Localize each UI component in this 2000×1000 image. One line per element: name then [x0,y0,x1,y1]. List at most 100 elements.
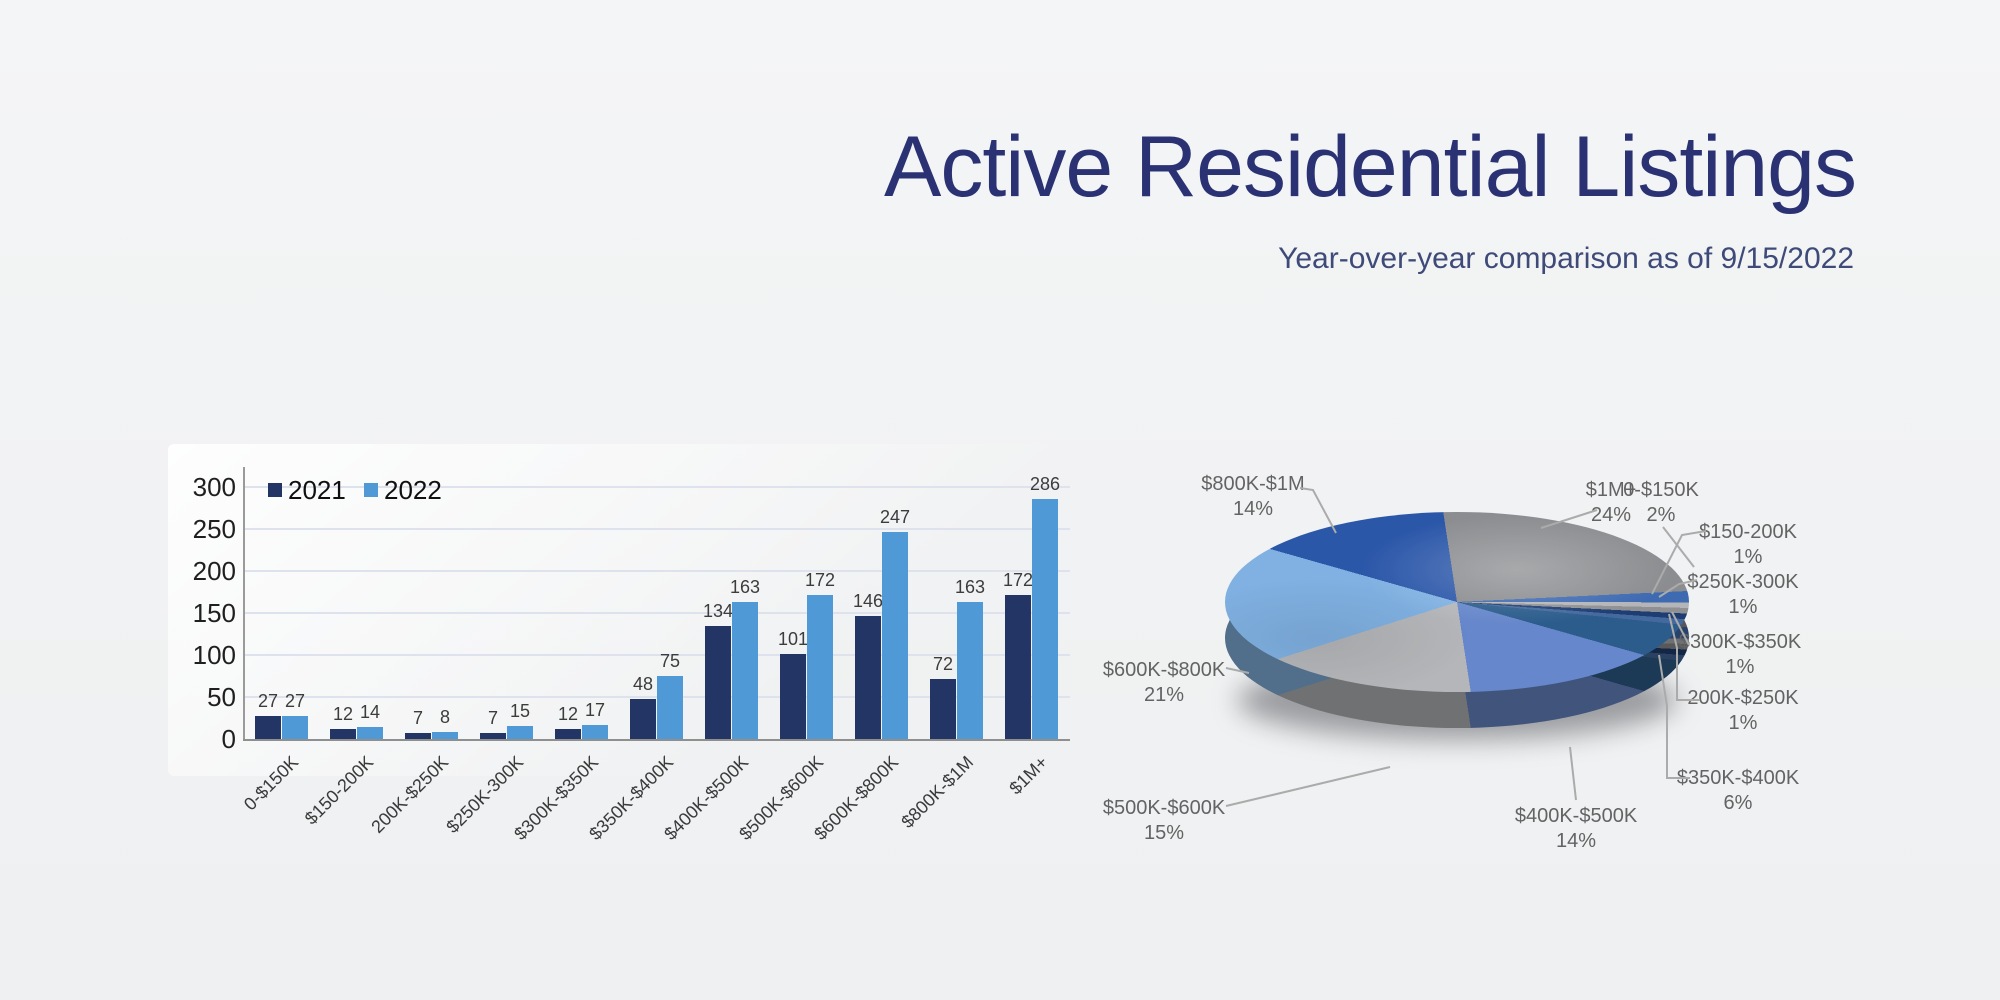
pie-slice-label-text: $250K-300K [1687,571,1799,593]
pie-slice-label: $800K-$1M 14% [1158,472,1348,522]
bar-2021 [705,626,731,739]
bar-2021 [555,728,581,739]
pie-slice-label-text: $800K-$1M [1201,473,1305,495]
bar-2021 [330,728,356,739]
pie-slice-label: $300K-$350K 1% [1645,630,1835,680]
bar-2022 [657,676,683,739]
pie-slice-percent: 21% [1143,684,1185,706]
gridline [245,570,1070,572]
pie-slice-percent: 24% [1590,504,1632,526]
y-axis-line [243,467,245,741]
pie-slice-label: $350K-$400K 6% [1643,766,1833,816]
bar-2021 [480,733,506,739]
pie-slice-label-text: $500K-$600K [1102,797,1226,819]
pie-slice-label: 0-$150K 2% [1566,478,1756,528]
bar-value-label: 75 [659,651,681,671]
gridline [245,654,1070,656]
bar-value-label: 48 [632,673,654,694]
legend-swatch-2022 [364,483,378,497]
page-title: Active Residential Listings [883,119,1857,215]
bar-2021 [930,678,956,739]
pie-chart [1225,512,1689,692]
pie-slice-percent: 15% [1143,822,1185,844]
pie-slice-label-text: 0-$150K [1623,479,1699,501]
bar-value-label: 163 [954,577,986,598]
bar-value-label: 286 [1029,473,1061,494]
pie-slice-percent: 1% [1728,596,1758,618]
pie-slice-percent: 14% [1555,830,1597,852]
pie-slice-percent: 1% [1728,712,1758,734]
pie-slice-label: $600K-$800K 21% [1069,658,1259,708]
bar-value-label: 8 [439,707,450,728]
x-axis-line [243,739,1070,741]
pie-slice-percent: 14% [1232,498,1274,520]
bar-value-label: 15 [509,701,531,722]
gridline [245,528,1070,530]
bar-2022 [432,732,458,739]
pie-slice-label: $150-200K 1% [1653,520,1843,570]
bar-value-label: 101 [777,629,809,650]
y-axis-tick-label: 200 [192,556,236,586]
bar-value-label: 7 [412,708,423,729]
bar-value-label: 72 [932,653,954,674]
pie-slice-label: $1M+ 24% [1516,478,1706,528]
bar-value-label: 146 [852,591,884,612]
bar-2021 [405,733,431,739]
bar-value-label: 14 [359,702,381,723]
bar-value-label: 172 [804,569,836,590]
pie-slice-label: $500K-$600K 15% [1069,796,1259,846]
bar-2022 [957,602,983,739]
bar-2022 [357,727,383,739]
legend-swatch-2021 [268,483,282,497]
pie-slice-label-text: $300K-$350K [1678,631,1802,653]
bar-2021 [630,698,656,739]
bar-value-label: 163 [729,577,761,598]
pie-slice-label: $250K-300K 1% [1648,570,1838,620]
bar-value-label: 172 [1002,569,1034,590]
pie-slice-label-text: $400K-$500K [1514,805,1638,827]
pie-slice-percent: 2% [1646,504,1676,526]
bar-value-label: 247 [879,506,911,527]
gridline [245,612,1070,614]
bar-2021 [855,616,881,739]
bar-2022 [1032,498,1058,739]
bar-2022 [282,716,308,739]
bar-2021 [1005,594,1031,739]
bar-2022 [507,726,533,739]
bar-2022 [582,724,608,739]
y-axis-tick-label: 150 [192,598,236,628]
bar-2022 [807,594,833,739]
bar-value-label: 27 [284,691,306,712]
pie-slice-label-text: $600K-$800K [1102,659,1226,681]
pie-slice-percent: 1% [1733,546,1763,568]
bar-value-label: 12 [332,703,354,724]
pie-slice-label: $400K-$500K 14% [1481,804,1671,854]
page-subtitle: Year-over-year comparison as of 9/15/202… [1278,242,1854,275]
pie-slice-percent: 1% [1725,656,1755,678]
bar-2022 [882,531,908,739]
bar-value-label: 27 [257,691,279,712]
bar-value-label: 17 [584,699,606,720]
y-axis-tick-label: 50 [207,682,236,712]
legend-label: 2022 [384,475,442,505]
pie-slice-label-text: 200K-$250K [1687,687,1799,709]
y-axis-tick-label: 0 [221,724,236,754]
pie-slice-label-text: $350K-$400K [1676,767,1800,789]
bar-2021 [255,716,281,739]
bar-value-label: 7 [487,708,498,729]
y-axis-tick-label: 300 [192,472,236,502]
pie-slice-label-text: $1M+ [1585,479,1637,501]
bar-2022 [732,602,758,739]
y-axis-tick-label: 100 [192,640,236,670]
pie-slice-label-text: $150-200K [1699,521,1797,543]
pie-slice-percent: 6% [1723,792,1753,814]
bar-value-label: 12 [557,703,579,724]
pie-slice-label: 200K-$250K 1% [1648,686,1838,736]
legend-label: 2021 [288,475,346,505]
gridline [245,486,1070,488]
bar-value-label: 134 [702,601,734,622]
bar-2021 [780,654,806,739]
